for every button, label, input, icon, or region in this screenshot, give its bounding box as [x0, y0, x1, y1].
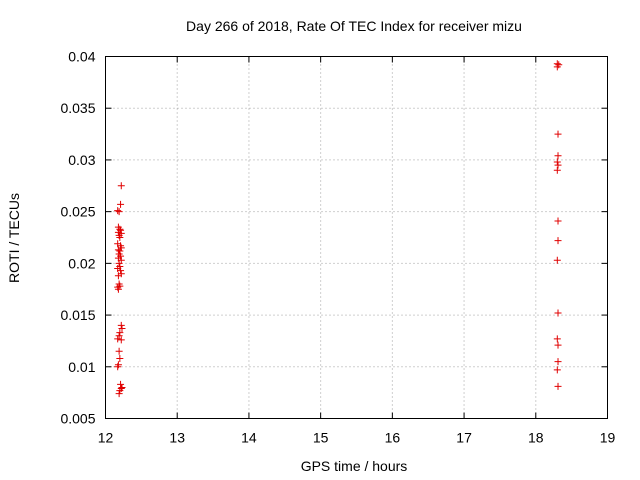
axis-ticks: 12 13 14 15 16 17 18 19 0.005 0.01 0.015 0.02 0.025 0…	[60, 49, 615, 446]
data-point	[553, 63, 561, 71]
x-axis-label: GPS time / hours	[301, 458, 408, 474]
data-point	[114, 228, 122, 236]
data-point	[115, 347, 123, 355]
x-tick-label: 18	[528, 430, 544, 446]
data-point	[117, 336, 125, 344]
data-point	[553, 256, 561, 264]
y-tick-label: 0.02	[68, 255, 95, 271]
data-point	[114, 335, 122, 343]
data-point	[554, 358, 562, 366]
chart-title: Day 266 of 2018, Rate Of TEC Index for r…	[186, 18, 522, 34]
data-point	[553, 166, 561, 174]
y-tick-label: 0.005	[60, 411, 95, 427]
data-point	[118, 325, 126, 333]
data-points	[114, 60, 563, 398]
data-point	[116, 225, 124, 233]
data-point	[114, 246, 122, 254]
plot-frame	[105, 56, 608, 419]
data-point	[114, 207, 122, 215]
data-point	[554, 130, 562, 138]
data-point	[114, 285, 122, 293]
y-tick-label: 0.04	[68, 49, 95, 65]
data-point	[114, 363, 122, 371]
data-point	[115, 390, 123, 398]
x-tick-label: 16	[385, 430, 401, 446]
data-point	[116, 387, 124, 395]
x-tick-label: 15	[313, 430, 329, 446]
y-tick-label: 0.015	[60, 307, 95, 323]
y-tick-label: 0.035	[60, 100, 95, 116]
data-point	[116, 329, 124, 337]
x-tick-label: 17	[456, 430, 472, 446]
data-point	[117, 182, 125, 190]
data-point	[553, 366, 561, 374]
data-point	[117, 200, 125, 208]
x-tick-label: 19	[600, 430, 616, 446]
data-point	[115, 259, 123, 267]
data-point	[116, 355, 124, 363]
data-point	[115, 332, 123, 340]
y-axis-label: ROTI / TECUs	[6, 193, 22, 283]
grid	[105, 56, 608, 419]
data-point	[554, 217, 562, 225]
data-point	[553, 158, 561, 166]
data-point	[554, 309, 562, 317]
x-tick-label: 13	[169, 430, 185, 446]
data-point	[117, 267, 125, 275]
data-point	[114, 272, 122, 280]
x-tick-label: 14	[241, 430, 257, 446]
data-point	[117, 380, 125, 388]
data-point	[554, 382, 562, 390]
x-tick-label: 12	[98, 430, 114, 446]
data-point	[553, 335, 561, 343]
y-tick-label: 0.01	[68, 359, 95, 375]
data-point	[115, 208, 123, 216]
y-tick-label: 0.025	[60, 204, 95, 220]
data-point	[116, 247, 124, 255]
data-point	[116, 234, 124, 241]
data-point	[554, 237, 562, 245]
y-tick-label: 0.03	[68, 152, 95, 168]
data-point	[117, 321, 125, 329]
data-point	[554, 341, 562, 349]
data-point	[554, 161, 562, 169]
data-point	[554, 152, 562, 160]
